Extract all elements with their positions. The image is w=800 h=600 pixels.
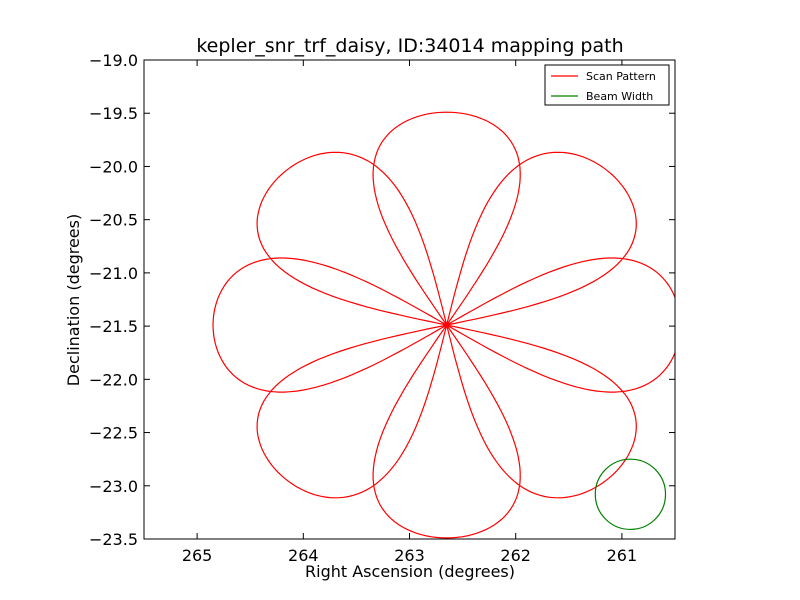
x-tick-label: 265	[182, 546, 213, 565]
legend-label-scan-pattern: Scan Pattern	[586, 70, 656, 83]
series-layer	[212, 111, 675, 539]
legend: Scan Pattern Beam Width	[544, 64, 670, 106]
y-tick-label: −19.0	[89, 51, 138, 70]
x-axis-ticks: 265 264 263 262 261	[182, 60, 637, 565]
y-tick-label: −23.0	[89, 477, 138, 496]
x-tick-label: 264	[288, 546, 319, 565]
beam-width-circle	[594, 458, 667, 531]
y-tick-label: −19.5	[89, 104, 138, 123]
x-axis-label: Right Ascension (degrees)	[305, 562, 515, 581]
y-tick-label: −22.5	[89, 424, 138, 443]
y-tick-label: −21.5	[89, 317, 138, 336]
y-axis-ticks: −19.0 −19.5 −20.0 −20.5 −21.0 −21.5 −22.0 −22.5…	[89, 51, 675, 549]
y-axis-label: Declination (degrees)	[64, 214, 83, 386]
scan-pattern-line	[212, 111, 675, 539]
plot-area	[144, 60, 675, 539]
x-tick-label: 262	[500, 546, 531, 565]
y-tick-label: −20.0	[89, 157, 138, 176]
y-tick-label: −20.5	[89, 211, 138, 230]
x-tick-label: 263	[394, 546, 425, 565]
y-tick-label: −21.0	[89, 264, 138, 283]
legend-label-beam-width: Beam Width	[586, 90, 653, 103]
y-tick-label: −22.0	[89, 370, 138, 389]
x-tick-label: 261	[607, 546, 638, 565]
y-tick-label: −23.5	[89, 530, 138, 549]
legend-box	[544, 64, 670, 106]
chart-title: kepler_snr_trf_daisy, ID:34014 mapping p…	[196, 35, 623, 57]
